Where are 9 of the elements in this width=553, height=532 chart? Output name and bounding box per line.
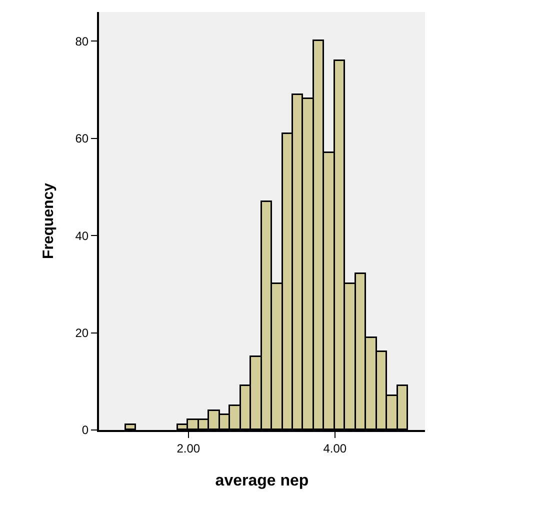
y-tick-label: 0	[82, 423, 89, 438]
y-tick-label: 60	[75, 132, 89, 146]
x-tick-label: 4.00	[323, 441, 347, 456]
y-tick-label: 40	[75, 228, 89, 243]
y-axis-title: Frequency	[40, 182, 57, 259]
x-axis-title: average nep	[215, 472, 309, 490]
y-tick-label: 20	[75, 326, 89, 340]
x-tick-label: 2.00	[176, 441, 200, 456]
y-tick-label: 80	[75, 34, 89, 48]
